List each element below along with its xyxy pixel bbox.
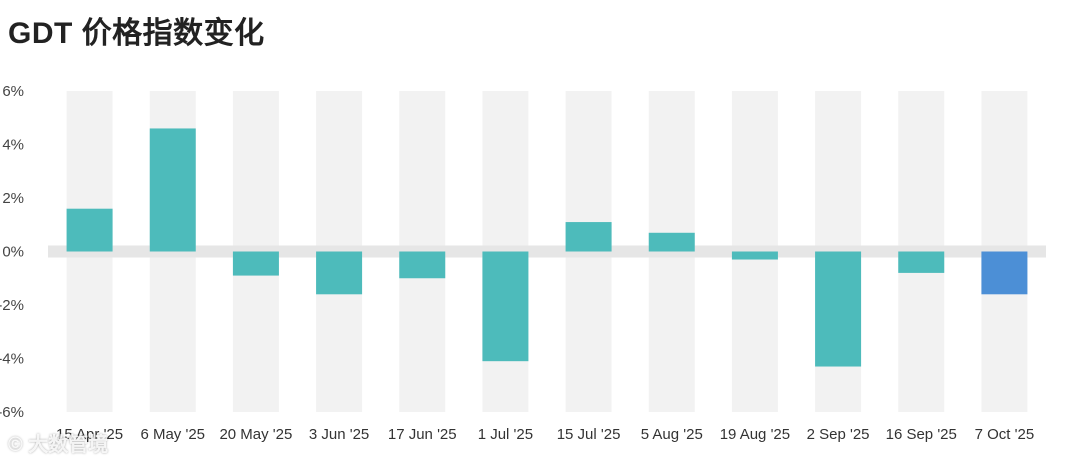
x-tick-label: 3 Jun '25 [309,426,369,443]
bar [66,208,113,252]
x-tick-label: 19 Aug '25 [720,426,790,443]
bar [898,251,945,273]
y-tick-label: 0% [2,244,24,261]
bar [981,251,1028,295]
y-tick-label: 2% [2,190,24,207]
bar [815,251,862,367]
x-tick-label: 7 Oct '25 [975,426,1035,443]
x-tick-label: 20 May '25 [219,426,292,443]
x-tick-label: 5 Aug '25 [641,426,703,443]
bar [232,251,279,276]
x-axis-ticks: 15 Apr '25 6 May '25 20 May '25 3 Jun '25 17… [56,426,1034,443]
zero-line-band [48,245,1046,258]
y-tick-label: -4% [0,351,24,368]
bar [648,232,695,252]
y-tick-label: -2% [0,297,24,314]
y-tick-label: 6% [2,83,24,100]
bar-series [66,128,1028,367]
x-tick-label: 2 Sep '25 [807,426,870,443]
bar [731,251,778,260]
x-tick-label: 17 Jun '25 [388,426,457,443]
bar [399,251,446,279]
x-tick-label: 16 Sep '25 [886,426,957,443]
bar [149,128,196,252]
y-tick-label: 4% [2,137,24,154]
bar [316,251,363,295]
y-axis-ticks: 6% 4% 2% 0% -2% -4% -6% [0,83,24,421]
chart-title: GDT 价格指数变化 [8,17,265,50]
x-tick-label: 15 Apr '25 [56,426,123,443]
x-tick-label: 15 Jul '25 [557,426,621,443]
zero-band [48,245,1046,258]
bar [482,251,529,362]
y-tick-label: -6% [0,404,24,421]
bar [565,222,612,252]
x-tick-label: 1 Jul '25 [478,426,533,443]
x-tick-label: 6 May '25 [140,426,205,443]
